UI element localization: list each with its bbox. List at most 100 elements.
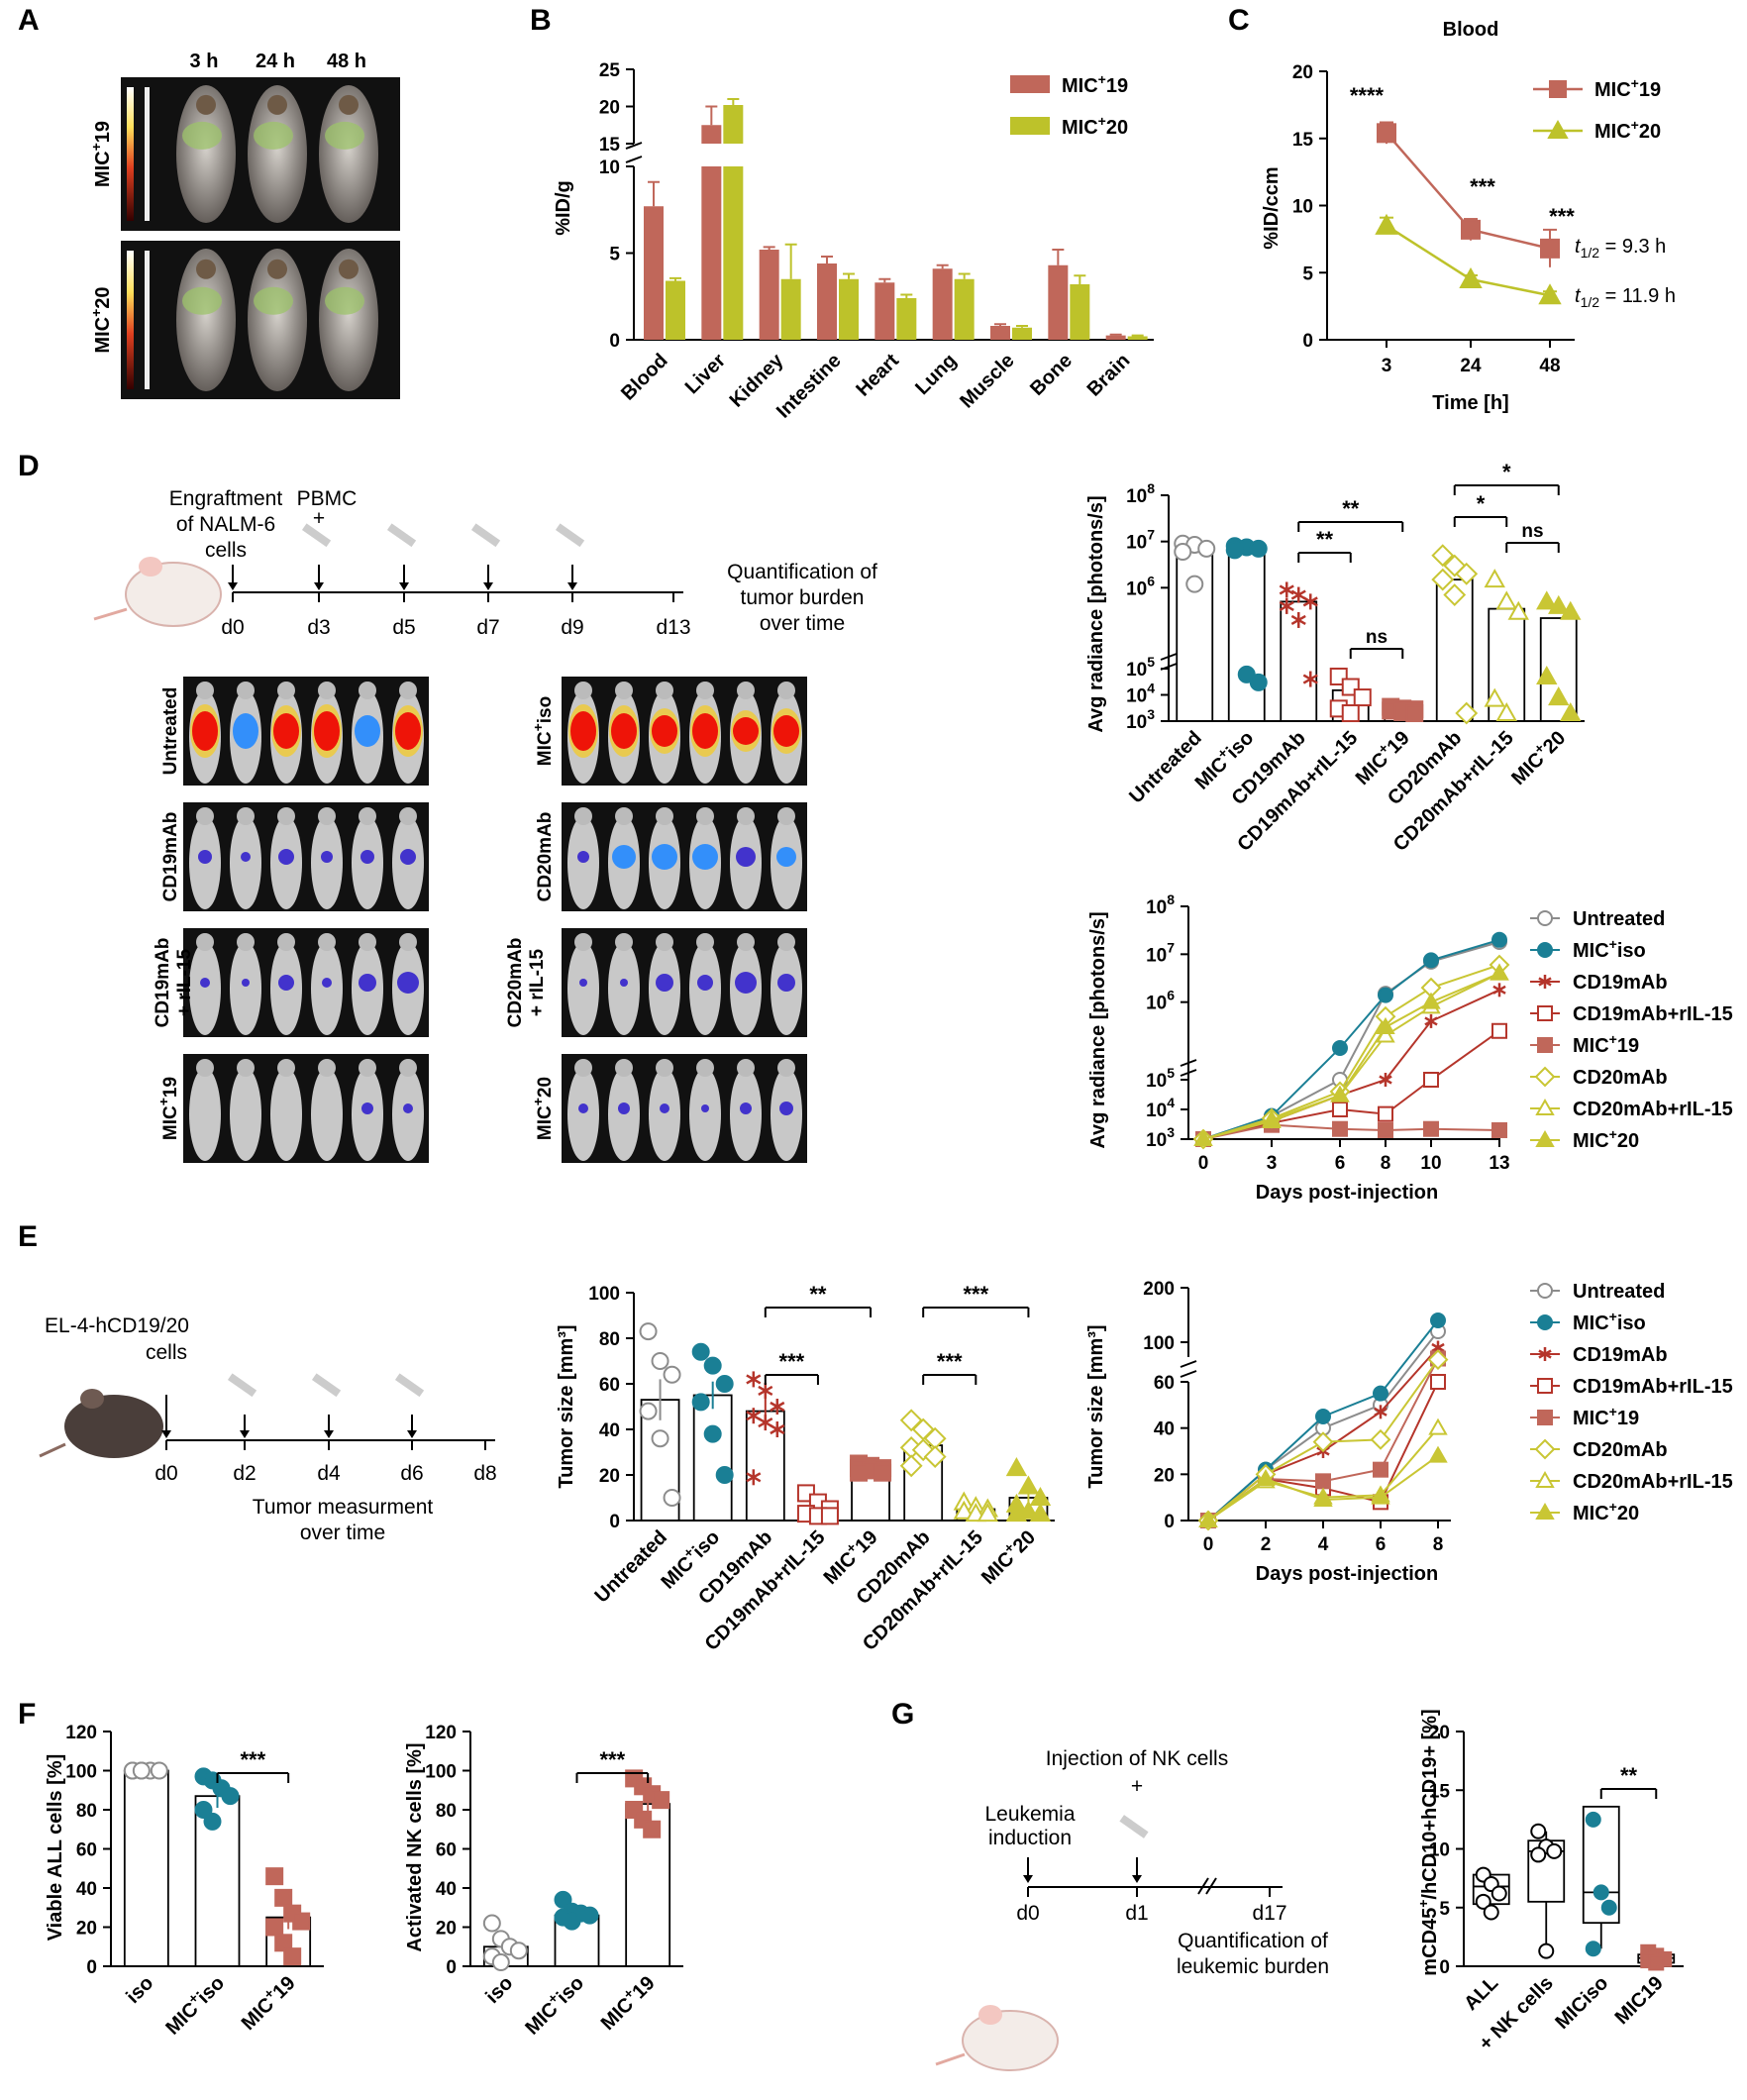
panel-D-signal-left-2-1 [242, 979, 250, 987]
panel-E-legend-marker-1-shape [1537, 1314, 1553, 1330]
panel-D-img-right-2 [562, 928, 807, 1037]
panel-E-legend-marker-3 [1537, 1378, 1553, 1394]
panel-B-bar-Heart-1 [896, 298, 917, 340]
panel-F-left-pt-1-3 [221, 1787, 240, 1806]
panel-E-syringe-3 [394, 1373, 425, 1398]
panel-E-bar-pt-2-5-ray [770, 1423, 785, 1435]
panel-E-day-4: d8 [473, 1462, 496, 1485]
panel-B-yticklabel-3: 15 [599, 135, 621, 156]
panel-E-bar-pt-7-1 [1017, 1475, 1040, 1495]
panel-F-left-pt-2-3-shape [292, 1912, 311, 1931]
panel-F-left-xtick-0: iso [122, 1972, 157, 2008]
panel-E-bar-yticklabel-0: 0 [609, 1512, 620, 1532]
panel-A-liver-1-0 [182, 286, 222, 315]
panel-A-row-0: MIC+19 [88, 121, 114, 187]
panel-C-point-0-2-shape [1540, 238, 1560, 259]
panel-D-line-xticklabel-0: 0 [1198, 1153, 1209, 1174]
panel-D-scatter-pt-7-5 [1560, 701, 1582, 722]
panel-D-arrowhead-3 [483, 582, 493, 590]
panel-D-mousehead-left-2-5 [399, 933, 417, 951]
panel-E-bar-pt-0-2 [663, 1365, 681, 1384]
panel-D-mouse-right-2-1 [608, 942, 640, 1035]
panel-D-line-pt-7-4 [1421, 992, 1441, 1009]
panel-F-left-pt-2-4-shape [265, 1918, 284, 1937]
panel-C-point-1-1-shape [1459, 266, 1483, 289]
panel-B-bar-Blood-0 [644, 206, 664, 340]
panel-F-left-yticklabel-3: 60 [76, 1840, 97, 1861]
panel-B-bar-Bone-0 [1048, 264, 1069, 340]
panel-D-scatter-pt-1-5 [1249, 673, 1268, 691]
panel-C-legend-marker-0-shape [1549, 80, 1567, 98]
panel-E-bar-pt-2-2-ray [770, 1401, 785, 1413]
panel-G-pt-2-1-shape [1593, 1884, 1609, 1901]
panel-F-right-pt-0-3 [509, 1942, 528, 1960]
panel-F-left-pt-2-6 [283, 1947, 302, 1966]
panel-F-right-yticklabel-5: 100 [425, 1762, 457, 1783]
panel-A-head-0-2 [339, 94, 359, 115]
panel-A-time-2: 48 h [327, 51, 366, 72]
panel-D-day-1: d3 [307, 616, 330, 639]
panel-E-bar-pt-4-5 [874, 1463, 892, 1482]
panel-E-bar-pt-7-1-shape [1017, 1475, 1040, 1495]
panel-D-rowlabel-left-3: MIC+19 [155, 1077, 181, 1140]
panel-D-mousehead-left-2-1 [237, 933, 255, 951]
panel-E-bar-pt-6-3 [953, 1500, 976, 1520]
panel-A-body-0-1 [248, 85, 307, 223]
panel-F-right-pt-2-3 [652, 1791, 670, 1810]
panel-D-line-yticklabel-2: 105 [1146, 1065, 1175, 1092]
panel-D-line-series-3 [1202, 1029, 1500, 1140]
panel-C-xlabel: Time [h] [1432, 392, 1508, 414]
panel-C-point-1-2 [1538, 283, 1562, 305]
panel-C-xticklabel-2: 48 [1539, 356, 1560, 376]
panel-D-scatter-pt-5-2 [1455, 562, 1479, 585]
panel-D-legend-marker-6-shape [1535, 1098, 1555, 1115]
panel-D-mousehead-left-3-3 [318, 1059, 336, 1077]
panel-E-line-pt-7-2 [1313, 1489, 1333, 1507]
panel-D-mousehead-right-3-3 [696, 1059, 714, 1077]
panel-F-right-pt-0-3-shape [509, 1942, 528, 1960]
panel-D-scatter-pt-2-2 [1302, 593, 1318, 610]
panel-D-pbmc: PBMC [297, 487, 358, 510]
panel-D-label: D [18, 450, 40, 482]
panel-F-left-xtick-1: MIC+iso [158, 1969, 229, 2040]
panel-D-scatter-yticklabel-3: 106 [1126, 573, 1155, 599]
panel-E-bar-pt-7-6 [1005, 1503, 1028, 1522]
panel-F-left-pt-2-1-shape [274, 1888, 293, 1907]
panel-C-point-0-0-shape [1377, 123, 1396, 144]
panel-D-scatter-pt-2-1 [1290, 586, 1306, 603]
panel-D-line-pt-2-4-ray [1424, 1016, 1438, 1026]
panel-F-left-pt-0-5 [132, 1761, 151, 1780]
panel-D-signal-right-2-0 [579, 979, 587, 987]
panel-D-scatter-pt-5-2-shape [1455, 562, 1479, 585]
panel-D-line-pt-7-5 [1490, 963, 1509, 981]
panel-A-row-1: MIC+20 [88, 286, 114, 353]
panel-D-rowlabel-right-2-a: CD20mAb [505, 938, 526, 1028]
panel-B-legend-swatch-1 [1010, 117, 1050, 135]
panel-D-line-ylabel: Avg radiance [photons/s] [1087, 911, 1109, 1148]
panel-F-right-pt-2-6 [643, 1820, 662, 1838]
panel-F-right-xtick-0: iso [481, 1972, 517, 2008]
panel-E-bar-pt-2-6 [746, 1469, 762, 1486]
panel-E-bar-ylabel: Tumor size [mm³] [556, 1324, 577, 1488]
panel-D-signal-right-3-5 [779, 1102, 793, 1115]
panel-B-xtick-7: Bone [1026, 350, 1077, 400]
panel-E-bar-pt-1-2 [715, 1375, 734, 1393]
panel-G-yticklabel-4: 20 [1429, 1723, 1450, 1743]
panel-A-body-1-1 [248, 249, 307, 391]
panel-A-colorbar-0 [127, 87, 134, 221]
panel-D-signal-left-2-5 [397, 972, 419, 994]
panel-D-signal-left-0-0 [192, 711, 218, 751]
panel-D-mousehead-right-0-0 [574, 682, 592, 699]
panel-D-mousehead-right-2-0 [574, 933, 592, 951]
panel-D-line-xlabel: Days post-injection [1256, 1182, 1438, 1204]
panel-D-scatter-pt-4-5-shape [1405, 704, 1424, 723]
panel-B-bar-Muscle-0 [990, 326, 1010, 340]
panel-D-rowlabel-left-1: CD19mAb [160, 812, 181, 902]
panel-D-mousehead-left-3-5 [399, 1059, 417, 1077]
panel-E-legend-marker-1 [1537, 1314, 1553, 1330]
panel-D-legend-marker-1-shape [1537, 942, 1553, 958]
panel-D-line-pt-4-4-shape [1423, 1120, 1439, 1137]
panel-E-legend-3: CD19mAb+rIL-15 [1573, 1376, 1733, 1398]
panel-B-bar-Muscle-1 [1012, 327, 1032, 340]
